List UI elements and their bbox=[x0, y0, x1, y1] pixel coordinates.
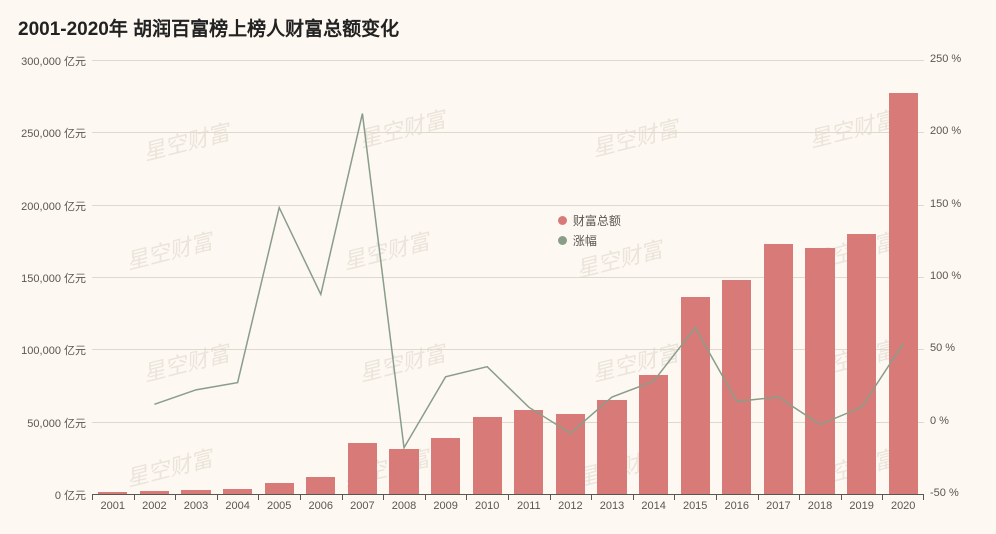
y-left-tick-label: 250,000 亿元 bbox=[21, 125, 92, 141]
x-tick-label: 2012 bbox=[558, 494, 582, 512]
x-tick-label: 2002 bbox=[142, 494, 166, 512]
x-tick-label: 2020 bbox=[891, 494, 915, 512]
x-tick-label: 2015 bbox=[683, 494, 707, 512]
x-tick-label: 2016 bbox=[725, 494, 749, 512]
y-right-tick-label: 150 % bbox=[924, 198, 961, 210]
x-tick-label: 2017 bbox=[766, 494, 790, 512]
y-left-tick-label: 300,000 亿元 bbox=[21, 53, 92, 69]
y-right-tick-label: 100 % bbox=[924, 270, 961, 282]
y-right-tick-label: 50 % bbox=[924, 342, 955, 354]
legend-label: 涨幅 bbox=[573, 232, 597, 250]
x-tick-label: 2009 bbox=[433, 494, 457, 512]
legend-item: 财富总额 bbox=[558, 212, 621, 230]
chart-root: 2001-2020年 胡润百富榜上榜人财富总额变化 星空财富星空财富星空财富星空… bbox=[0, 0, 996, 534]
y-left-tick-label: 200,000 亿元 bbox=[21, 198, 92, 214]
x-tick-label: 2001 bbox=[101, 494, 125, 512]
x-tick-label: 2013 bbox=[600, 494, 624, 512]
y-right-tick-label: 0 % bbox=[924, 415, 949, 427]
x-tick-label: 2019 bbox=[849, 494, 873, 512]
x-tick-label: 2004 bbox=[225, 494, 249, 512]
x-tick-label: 2018 bbox=[808, 494, 832, 512]
chart-title: 2001-2020年 胡润百富榜上榜人财富总额变化 bbox=[18, 14, 399, 41]
y-left-tick-label: 100,000 亿元 bbox=[21, 342, 92, 358]
x-tick-label: 2008 bbox=[392, 494, 416, 512]
y-right-tick-label: 200 % bbox=[924, 125, 961, 137]
legend-swatch bbox=[558, 216, 567, 225]
x-tick-label: 2014 bbox=[641, 494, 665, 512]
line-series-svg bbox=[92, 60, 924, 494]
x-tick-label: 2011 bbox=[517, 494, 541, 512]
x-tick-label: 2007 bbox=[350, 494, 374, 512]
y-right-tick-label: -50 % bbox=[924, 487, 959, 499]
x-axis-line bbox=[92, 494, 924, 495]
legend-label: 财富总额 bbox=[573, 212, 621, 230]
y-left-tick-label: 50,000 亿元 bbox=[27, 415, 92, 431]
line-series bbox=[154, 114, 903, 448]
y-left-tick-label: 150,000 亿元 bbox=[21, 270, 92, 286]
x-tick-label: 2006 bbox=[309, 494, 333, 512]
y-left-tick-label: 0 亿元 bbox=[55, 487, 92, 503]
legend-item: 涨幅 bbox=[558, 232, 621, 250]
x-tick-label: 2003 bbox=[184, 494, 208, 512]
y-right-tick-label: 250 % bbox=[924, 53, 961, 65]
legend-swatch bbox=[558, 236, 567, 245]
x-tick-label: 2005 bbox=[267, 494, 291, 512]
x-tick-label: 2010 bbox=[475, 494, 499, 512]
plot-area: 星空财富星空财富星空财富星空财富星空财富星空财富星空财富星空财富星空财富星空财富… bbox=[92, 60, 924, 494]
legend: 财富总额涨幅 bbox=[558, 212, 621, 252]
